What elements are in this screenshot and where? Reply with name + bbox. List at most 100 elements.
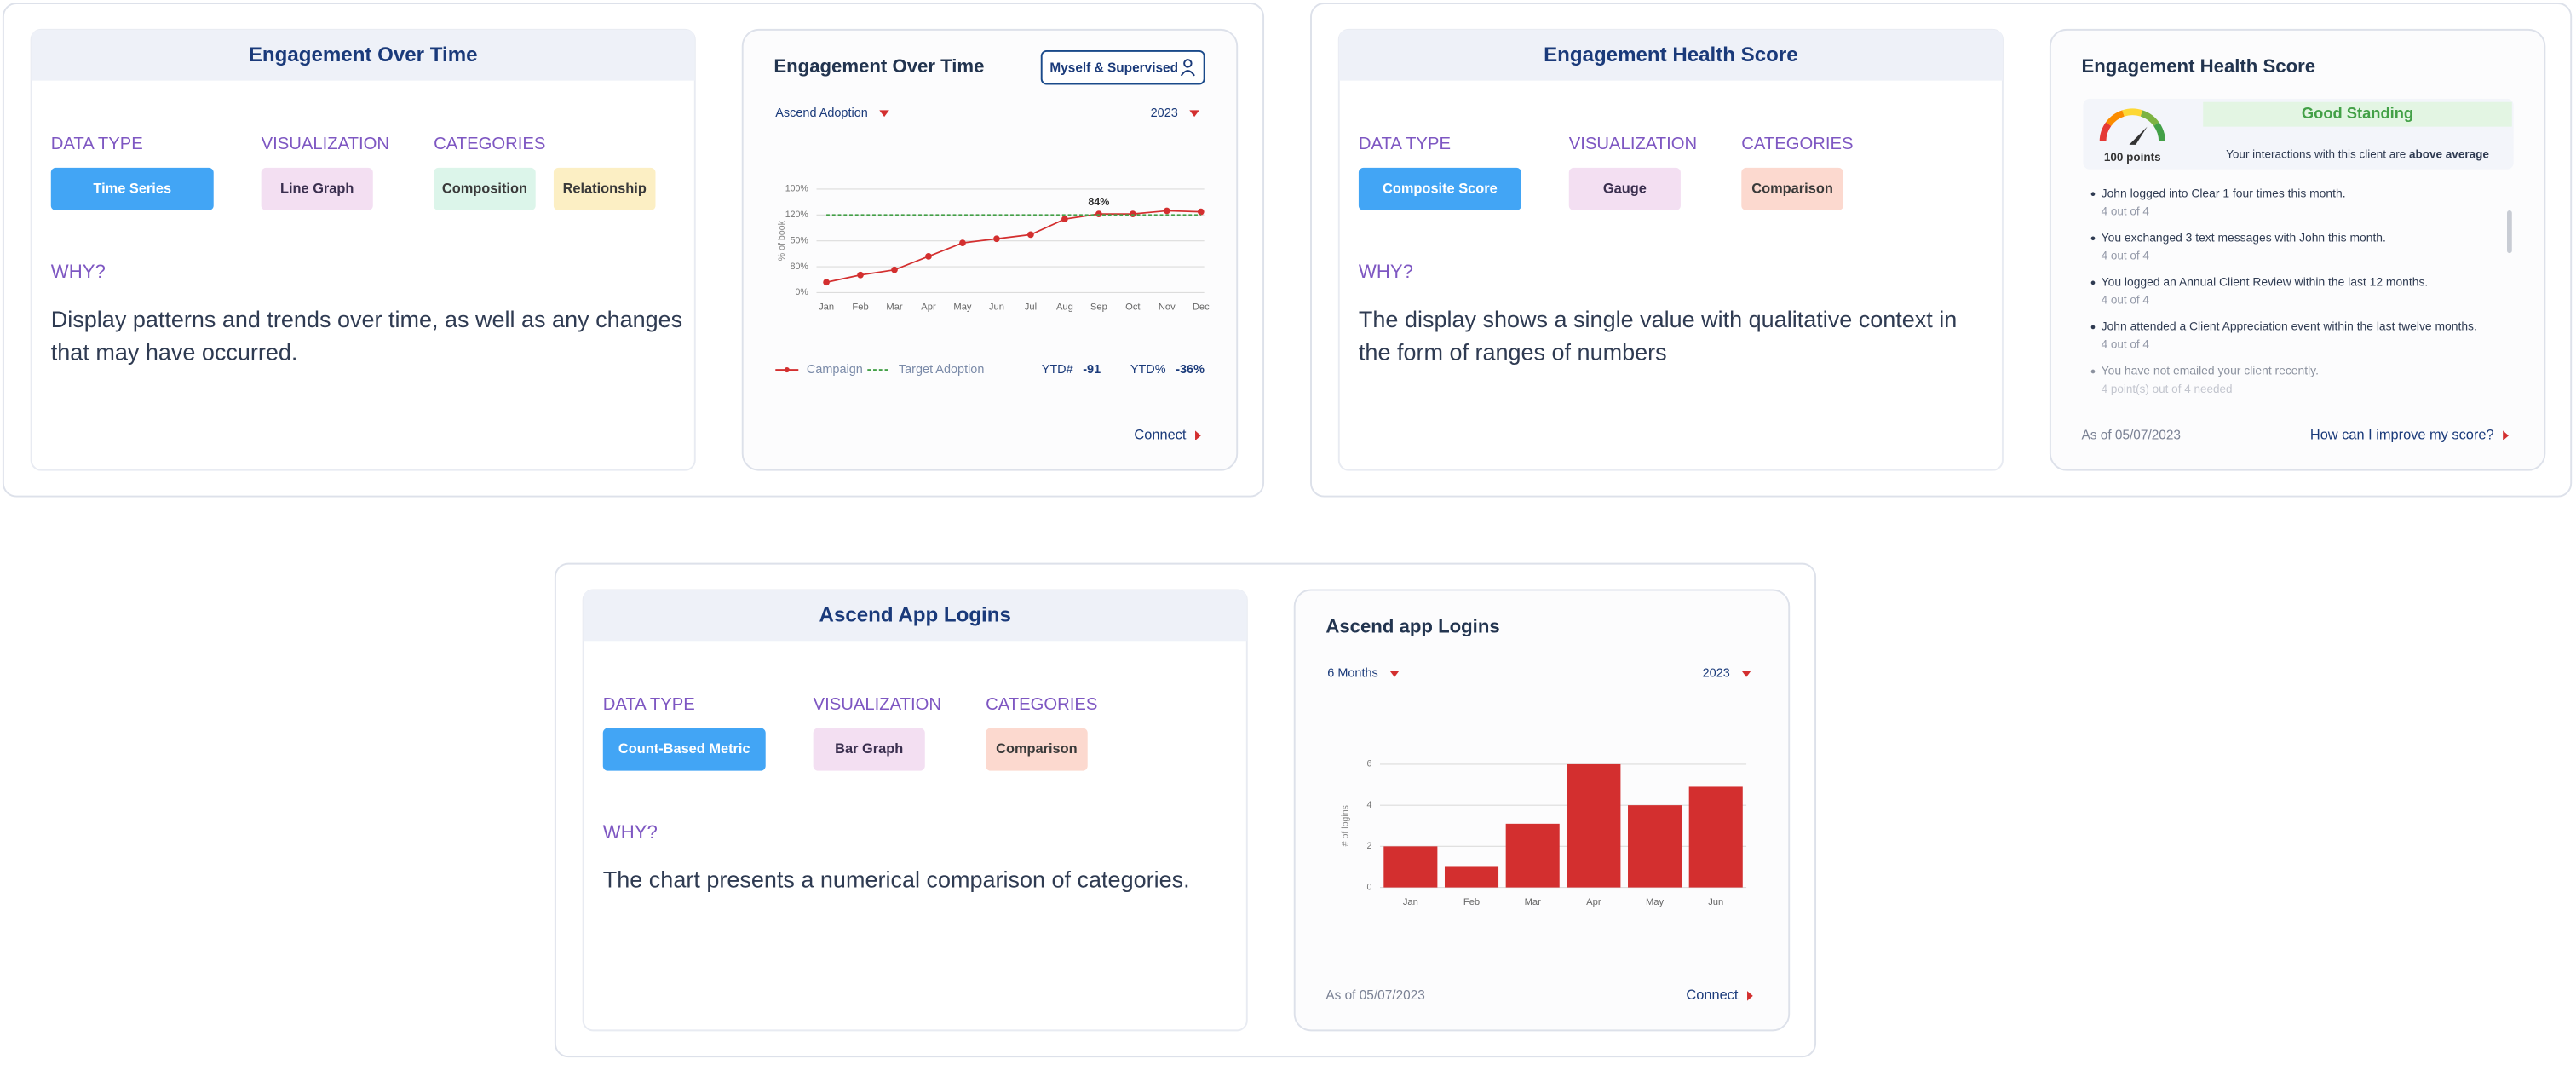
bullet	[2090, 192, 2096, 197]
x-tick-label: Jun	[989, 302, 1004, 313]
x-tick-label: Mar	[886, 302, 903, 313]
tag	[1568, 167, 1681, 210]
x-tick-label: Feb	[852, 302, 868, 313]
as-of-date: As of 05/07/2023	[2082, 428, 2182, 442]
x-tick-label: Nov	[1159, 302, 1176, 313]
tag	[1358, 167, 1521, 210]
widget-title: Ascend app Logins	[1325, 616, 1499, 637]
data-point	[891, 266, 898, 273]
bar	[1383, 846, 1438, 888]
link[interactable]: Connect	[1134, 428, 1186, 443]
data-point	[1197, 208, 1205, 216]
info-card	[30, 28, 696, 471]
dropdown[interactable]: 6 Months	[1327, 667, 1377, 681]
description-box: Display patterns and trends over time, a…	[50, 305, 683, 366]
section-label: CATEGORIES	[1741, 135, 1853, 153]
tag	[602, 728, 766, 771]
info-header	[31, 29, 695, 81]
y-tick-label: 4	[1366, 800, 1371, 810]
score-item: You logged an Annual Client Review withi…	[2102, 275, 2429, 289]
info-card	[582, 589, 1248, 1032]
data-point	[1163, 207, 1170, 215]
status-bar	[2203, 101, 2512, 127]
tag	[434, 167, 536, 210]
data-point	[823, 279, 830, 286]
data-point	[1061, 216, 1068, 223]
tag-label: Line Graph	[280, 181, 354, 196]
as-of-date: As of 05/07/2023	[1325, 988, 1425, 1003]
caret-icon	[1195, 430, 1201, 440]
section-label: DATA TYPE	[51, 135, 143, 153]
x-tick-label: Jul	[1025, 302, 1037, 313]
y-tick-label: 0	[1366, 882, 1371, 892]
data-point	[857, 271, 864, 279]
description-box: The chart presents a numerical compariso…	[603, 866, 1190, 893]
dropdown[interactable]: 2023	[1703, 667, 1730, 681]
x-tick-label: Apr	[1586, 897, 1601, 907]
why-label: WHY?	[1359, 261, 1413, 282]
caret-icon	[1741, 671, 1751, 677]
caret-icon	[2503, 430, 2509, 440]
info-header	[1338, 29, 2003, 81]
score-item: You exchanged 3 text messages with John …	[2102, 230, 2386, 244]
section-label: DATA TYPE	[1359, 135, 1451, 153]
description: Display patterns and trends over time, a…	[50, 305, 683, 366]
link[interactable]: Connect	[1686, 987, 1738, 1003]
tag	[986, 728, 1088, 771]
score-item-score: 4 out of 4	[2102, 338, 2150, 351]
y-tick-label: 2	[1366, 841, 1371, 851]
x-tick-label: Jun	[1708, 897, 1723, 907]
info-title: Engagement Health Score	[1544, 43, 1798, 66]
legend-label: Target Adoption	[899, 363, 984, 377]
bullet	[2090, 325, 2096, 330]
tag-label: Time Series	[93, 181, 171, 196]
section-label: DATA TYPE	[603, 695, 695, 714]
y-tick-label: 6	[1366, 759, 1371, 769]
y-tick-label: 50%	[791, 235, 809, 245]
section-label: VISUALIZATION	[814, 695, 941, 714]
tag-label: Composition	[442, 181, 527, 196]
x-tick-label: Apr	[921, 302, 936, 313]
tag-label: Composite Score	[1383, 181, 1498, 196]
bar	[1688, 786, 1743, 888]
description-box: The display shows a single value with qu…	[1359, 306, 1957, 365]
tag	[1741, 167, 1843, 210]
stat-value: -36%	[1176, 363, 1205, 377]
dropdown[interactable]: Ascend Adoption	[775, 106, 867, 120]
widget-title: Engagement Over Time	[773, 55, 984, 77]
bar	[1505, 823, 1560, 888]
section-label: CATEGORIES	[986, 695, 1097, 714]
caret-icon	[1389, 671, 1400, 677]
tag-label: Comparison	[996, 741, 1078, 757]
tag	[813, 728, 925, 771]
y-tick-label: 0%	[796, 287, 809, 297]
y-axis-label: % of book	[777, 220, 787, 261]
section-label: CATEGORIES	[434, 135, 545, 153]
data-point	[1027, 231, 1034, 239]
filter-button-label[interactable]: Myself & Supervised	[1049, 60, 1178, 75]
score-item-score: 4 out of 4	[2102, 204, 2150, 217]
data-point	[1095, 210, 1102, 217]
gauge-arc	[2099, 122, 2112, 142]
dropdown[interactable]: 2023	[1151, 106, 1178, 120]
data-point	[959, 239, 966, 246]
series-line	[825, 210, 1201, 284]
link[interactable]: How can I improve my score?	[2310, 428, 2494, 443]
score-item: John attended a Client Appreciation even…	[2102, 320, 2477, 333]
x-tick-label: May	[953, 302, 972, 313]
tag-label: Bar Graph	[835, 741, 903, 757]
x-tick-label: Feb	[1463, 897, 1480, 907]
filter-button[interactable]	[1040, 49, 1205, 85]
info-title: Ascend App Logins	[819, 604, 1011, 627]
tag	[261, 167, 373, 210]
info-header	[583, 590, 1247, 642]
tag-label: Comparison	[1751, 181, 1833, 196]
info-card	[1337, 28, 2004, 471]
y-tick-label: 80%	[791, 262, 809, 272]
info-title: Engagement Over Time	[249, 43, 478, 66]
bar	[1628, 805, 1682, 888]
x-tick-label: Oct	[1125, 302, 1141, 313]
summary-text: Your interactions with this client are	[2226, 147, 2406, 160]
stat-value: -91	[1083, 363, 1101, 377]
